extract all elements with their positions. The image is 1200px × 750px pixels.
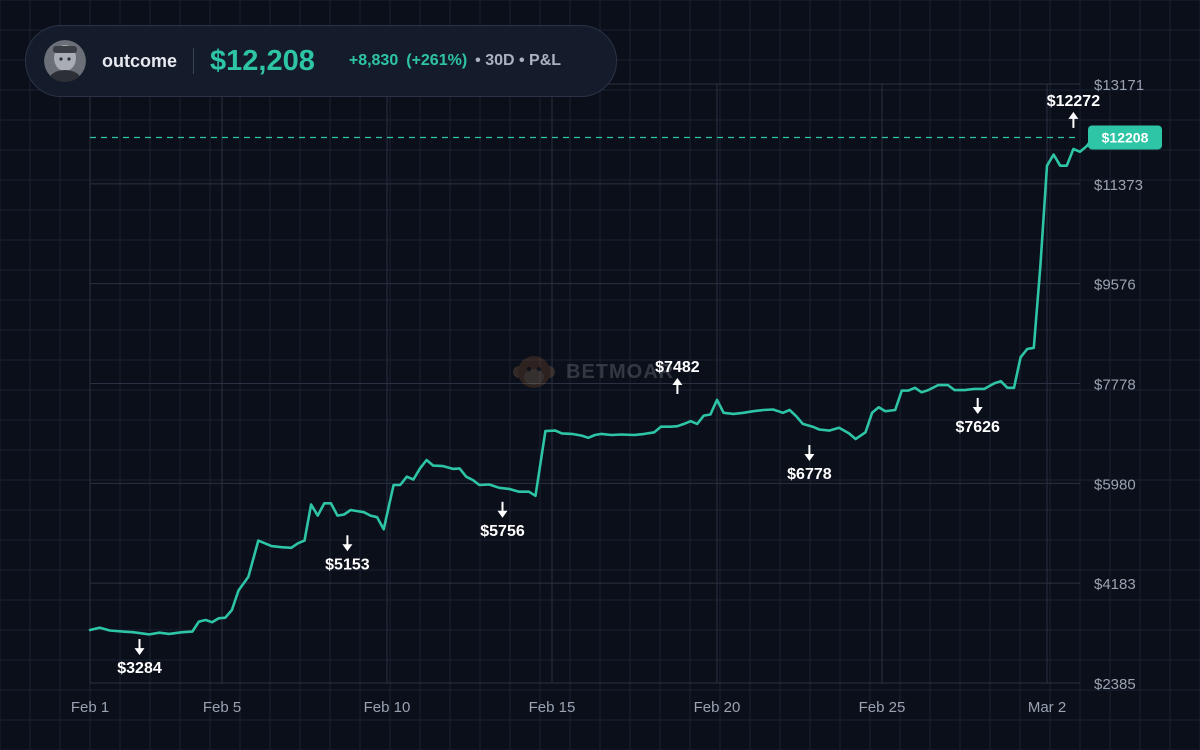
watermark: BETMOAR [512, 352, 674, 392]
arrow-down-icon [342, 544, 353, 552]
y-tick-label: $7778 [1094, 377, 1136, 394]
y-tick-label: $13171 [1094, 77, 1144, 94]
header-divider [193, 48, 195, 74]
annotation-label: $5756 [480, 523, 525, 540]
avatar[interactable] [44, 40, 86, 82]
period-info: • 30D • P&L [475, 52, 562, 69]
extreme-annotation: $5153 [325, 535, 370, 573]
current-value-badge [1088, 125, 1162, 150]
extreme-annotation: $7626 [955, 397, 1000, 436]
y-tick-label: $9576 [1094, 277, 1136, 294]
series-line [88, 136, 1095, 636]
arrow-down-icon [804, 454, 815, 462]
annotation-label: $6778 [787, 466, 832, 483]
y-tick-label: $4183 [1094, 576, 1136, 593]
x-tick-label: Mar 2 [1028, 699, 1066, 716]
x-tick-label: Feb 5 [203, 699, 241, 716]
y-tick-label: $5980 [1094, 476, 1136, 493]
pnl-change: +8,830 [348, 52, 399, 69]
monkey-logo-icon [513, 356, 555, 388]
username[interactable]: outcome [102, 50, 178, 71]
arrow-up-icon [672, 377, 683, 385]
annotation-label: $5153 [325, 556, 370, 573]
x-tick-label: Feb 1 [71, 699, 109, 716]
arrow-down-icon [497, 510, 508, 518]
annotation-label: $7482 [655, 359, 700, 376]
y-tick-label: $11373 [1094, 177, 1143, 194]
portfolio-value: $12,208 [210, 44, 315, 77]
extreme-annotation: $7482 [655, 359, 700, 394]
annotation-label: $7626 [955, 419, 1000, 436]
pnl-change-percent: (+261%) [406, 52, 468, 69]
y-tick-label: $2385 [1094, 676, 1136, 693]
extreme-annotation: $5756 [480, 501, 525, 540]
x-tick-label: Feb 20 [694, 699, 741, 716]
summary-header: outcome $12,208 +8,830 (+261%) • 30D • P… [25, 25, 617, 97]
extreme-annotation: $6778 [787, 445, 832, 483]
annotation-label: $3284 [117, 660, 162, 677]
annotation-label: $12272 [1047, 93, 1100, 110]
watermark-text: BETMOAR [566, 360, 675, 383]
arrow-up-icon [1068, 111, 1079, 119]
x-tick-label: Feb 15 [529, 699, 576, 716]
x-tick-label: Feb 10 [364, 699, 411, 716]
arrow-down-icon [972, 406, 983, 414]
extreme-annotation: $3284 [117, 639, 162, 677]
extreme-annotation: $12272 [1047, 93, 1100, 128]
arrow-down-icon [134, 648, 145, 656]
current-value-label: $12208 [1102, 129, 1149, 145]
x-tick-label: Feb 25 [859, 699, 906, 716]
